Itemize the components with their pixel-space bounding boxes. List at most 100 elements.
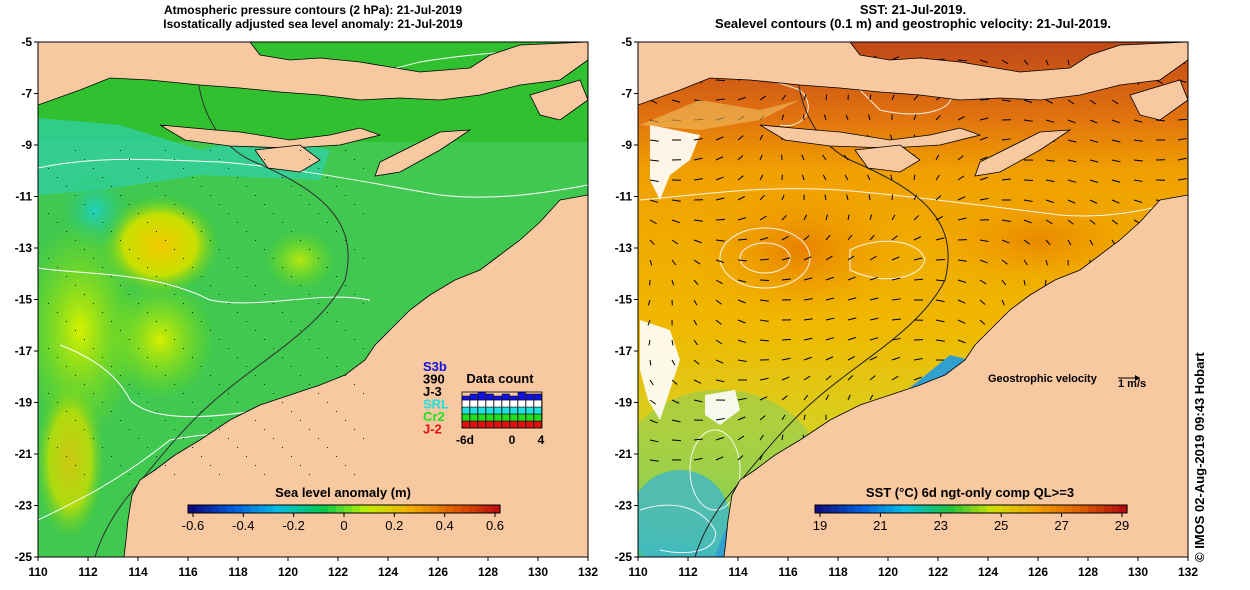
data-count-bar: [525, 393, 534, 401]
left-colorbar-ticks: -0.6 -0.4 -0.2 0 0.2 0.4 0.6: [182, 513, 504, 533]
data-count-bar: [517, 413, 526, 422]
velocity-vector: [737, 175, 744, 181]
right-colorbar-swatch: [1002, 505, 1011, 513]
velocity-vector: [715, 436, 725, 441]
pressure-dot: [363, 393, 364, 394]
pressure-dot: [282, 312, 283, 313]
left-colorbar-swatch: [476, 505, 485, 513]
velocity-vector: [1133, 139, 1143, 142]
left-y-tick-label: -21: [15, 447, 33, 461]
pressure-dot: [336, 186, 337, 187]
velocity-vector: [693, 438, 703, 441]
left-colorbar-swatch: [429, 505, 439, 513]
left-colorbar-tick-label: -0.6: [182, 518, 204, 533]
pressure-dot: [255, 330, 256, 331]
velocity-vector: [1023, 119, 1033, 122]
pressure-dot: [345, 420, 346, 421]
pressure-dot: [300, 195, 301, 196]
velocity-vector: [781, 194, 785, 201]
pressure-dot: [129, 159, 130, 160]
pressure-dot: [156, 456, 157, 457]
pressure-dot: [84, 249, 85, 250]
data-count-bar: [493, 413, 502, 422]
velocity-vector: [693, 279, 699, 286]
data-count-bar: [525, 406, 534, 415]
pressure-dot: [138, 168, 139, 169]
pressure-dot: [120, 330, 121, 331]
pressure-dot: [84, 339, 85, 340]
velocity-vector: [1067, 139, 1077, 143]
data-count-bar: [461, 420, 470, 429]
velocity-vector: [979, 59, 989, 64]
velocity-vector: [1067, 119, 1076, 124]
pressure-dot: [327, 312, 328, 313]
pressure-dot: [138, 213, 139, 214]
velocity-vector: [1023, 179, 1033, 182]
pressure-dot: [237, 447, 238, 448]
pressure-dot: [75, 375, 76, 376]
pressure-dot: [273, 393, 274, 394]
velocity-vector: [1089, 199, 1098, 204]
pressure-dot: [129, 294, 130, 295]
satellite-label: S3b: [423, 359, 447, 374]
velocity-vector: [693, 219, 703, 222]
right-title-line1: SST: 21-Jul-2019.: [859, 2, 967, 17]
velocity-vector: [1089, 239, 1094, 246]
satellite-label: SRL: [423, 397, 449, 412]
velocity-vector: [737, 259, 747, 262]
pressure-dot: [138, 258, 139, 259]
right-colorbar-swatch: [815, 505, 824, 513]
velocity-vector: [822, 174, 827, 181]
velocity-vector: [891, 214, 896, 221]
right-colorbar-label: SST (°C) 6d ngt-only comp QL>=3: [866, 485, 1074, 500]
pressure-dot: [183, 438, 184, 439]
pressure-dot: [93, 303, 94, 304]
velocity-vector: [1111, 219, 1118, 225]
velocity-vector: [1023, 59, 1029, 66]
pressure-dot: [318, 348, 319, 349]
right-colorbar-swatch: [893, 505, 902, 513]
right-y-tick-label: -23: [615, 499, 633, 513]
velocity-vector: [1089, 139, 1099, 143]
data-count-bar: [509, 406, 518, 415]
velocity-vector: [715, 156, 724, 161]
velocity-vector: [1111, 119, 1120, 124]
velocity-vector: [693, 319, 698, 326]
pressure-dot: [102, 312, 103, 313]
pressure-dot: [237, 177, 238, 178]
data-count-bar: [493, 399, 502, 408]
velocity-vector: [647, 319, 651, 326]
pressure-dot: [174, 249, 175, 250]
data-count-bar: [501, 420, 510, 429]
pressure-dot: [129, 474, 130, 475]
left-colorbar-swatches: [188, 505, 501, 513]
velocity-vector: [671, 239, 679, 245]
velocity-vector: [866, 174, 871, 181]
pressure-dot: [66, 231, 67, 232]
velocity-vector: [825, 94, 828, 101]
velocity-vector: [847, 336, 857, 341]
right-colorbar-ticks: 19 21 23 25 27 29: [813, 513, 1129, 533]
pressure-dot: [246, 411, 247, 412]
velocity-vector: [869, 394, 874, 401]
right-colorbar-swatch: [908, 505, 917, 513]
velocity-vector: [671, 199, 681, 202]
data-count-bar: [469, 399, 478, 408]
pressure-dot: [48, 168, 49, 169]
pressure-dot: [93, 213, 94, 214]
velocity-vector: [847, 394, 851, 401]
left-colorbar-swatch: [484, 505, 493, 513]
left-colorbar-swatch: [406, 505, 415, 513]
pressure-dot: [201, 276, 202, 277]
velocity-vector: [1067, 219, 1074, 225]
pressure-dot: [183, 348, 184, 349]
pressure-dot: [111, 231, 112, 232]
velocity-vector: [847, 255, 855, 261]
velocity-vector: [935, 299, 945, 303]
right-colorbar-swatch: [1080, 505, 1089, 513]
velocity-vector: [1045, 119, 1055, 123]
left-title-line1: Atmospheric pressure contours (2 hPa): 2…: [163, 3, 463, 17]
left-x-tick-label: 114: [128, 565, 148, 579]
velocity-vector: [649, 219, 657, 225]
